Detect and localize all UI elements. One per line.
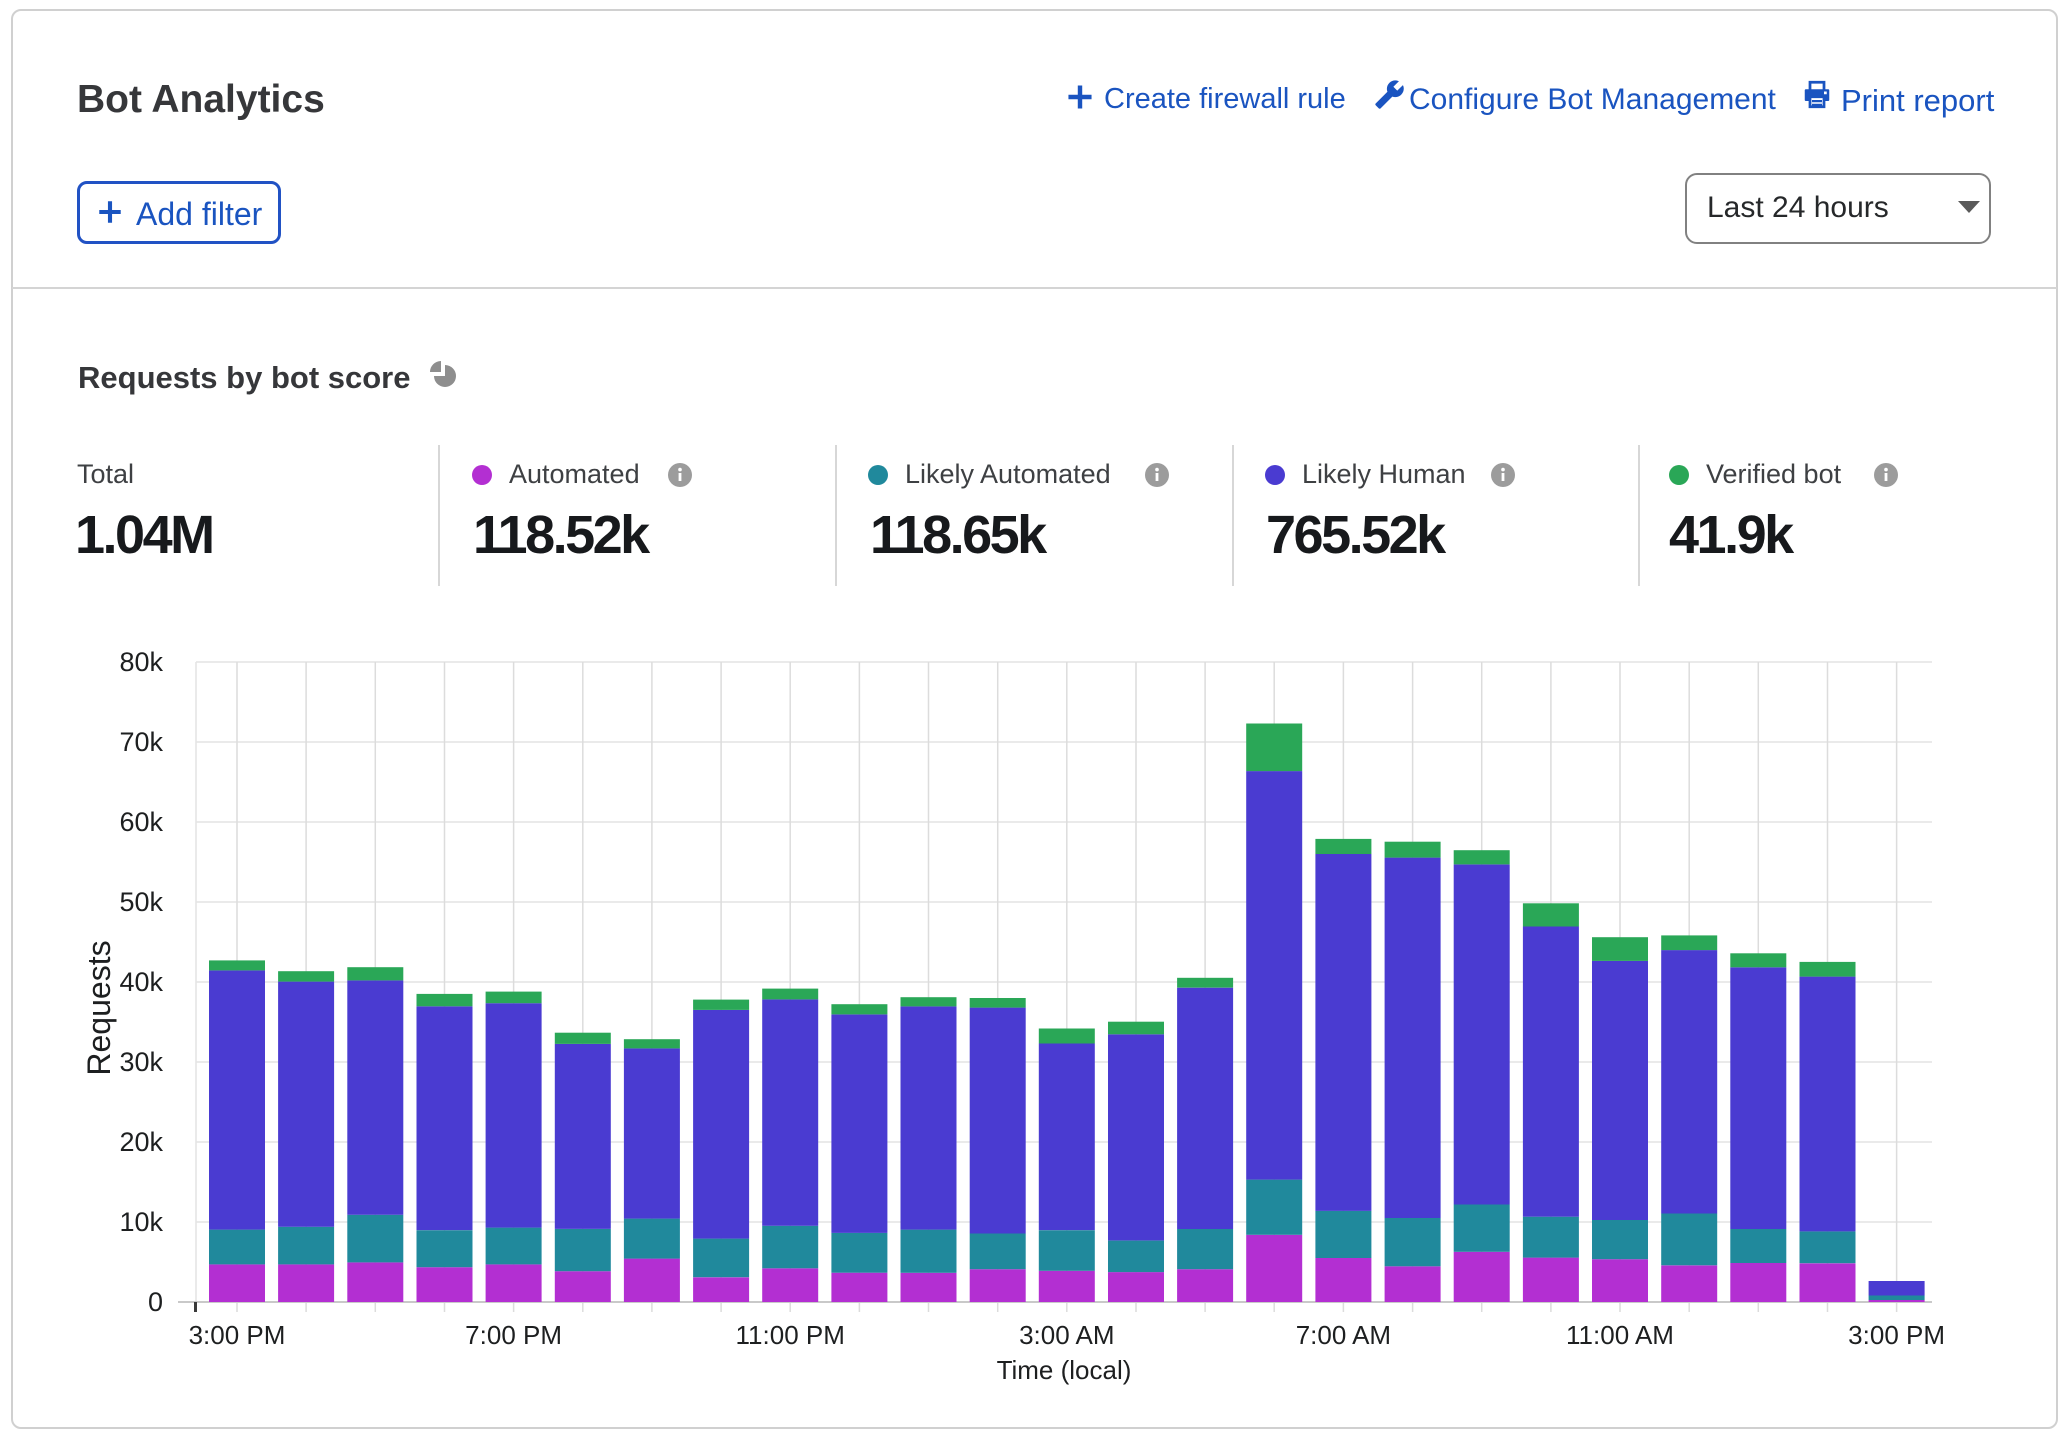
svg-text:3:00 AM: 3:00 AM — [1019, 1320, 1114, 1350]
svg-text:Time (local): Time (local) — [997, 1355, 1132, 1385]
svg-text:Requests: Requests — [81, 940, 117, 1075]
svg-text:70k: 70k — [119, 727, 163, 757]
svg-text:3:00 PM: 3:00 PM — [189, 1320, 286, 1350]
svg-text:7:00 PM: 7:00 PM — [465, 1320, 562, 1350]
svg-text:11:00 AM: 11:00 AM — [1566, 1320, 1674, 1350]
svg-text:50k: 50k — [119, 887, 163, 917]
svg-text:20k: 20k — [119, 1127, 163, 1157]
svg-text:7:00 AM: 7:00 AM — [1296, 1320, 1391, 1350]
svg-text:40k: 40k — [119, 967, 163, 997]
svg-text:3:00 PM: 3:00 PM — [1848, 1320, 1945, 1350]
svg-text:30k: 30k — [119, 1047, 163, 1077]
svg-text:11:00 PM: 11:00 PM — [736, 1320, 845, 1350]
svg-text:60k: 60k — [119, 807, 163, 837]
svg-text:10k: 10k — [119, 1207, 163, 1237]
svg-text:80k: 80k — [119, 647, 163, 677]
svg-text:0: 0 — [148, 1287, 163, 1317]
